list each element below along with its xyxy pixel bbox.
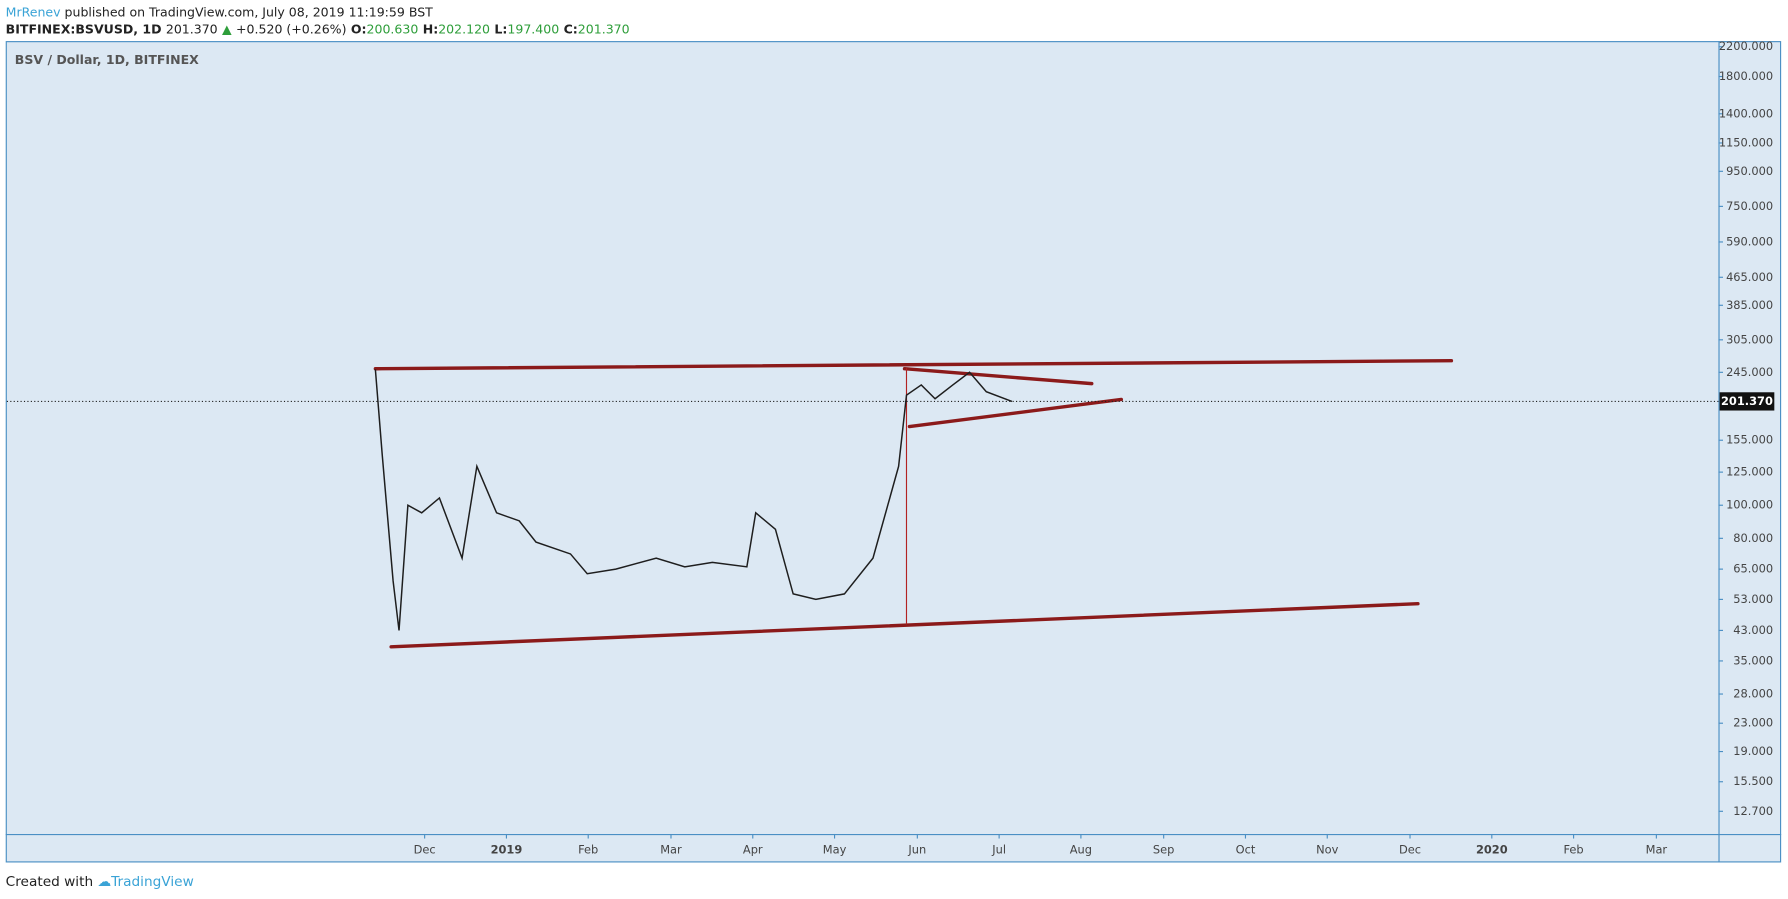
y-tick-label: 125.000 <box>1726 465 1773 479</box>
y-tick-label: 43.000 <box>1733 623 1773 637</box>
x-tick-label: 2019 <box>491 842 523 856</box>
y-tick-label: 1150.000 <box>1719 135 1773 149</box>
last-price-label: 201.370 <box>1721 394 1773 408</box>
header-line-1: MrRenev published on TradingView.com, Ju… <box>6 4 433 19</box>
y-tick-label: 100.000 <box>1726 498 1773 512</box>
y-tick-label: 245.000 <box>1726 365 1773 379</box>
x-tick-label: Feb <box>1564 842 1584 856</box>
close: 201.370 <box>578 21 630 36</box>
y-tick-label: 1800.000 <box>1719 69 1773 83</box>
y-tick-label: 53.000 <box>1733 592 1773 606</box>
y-tick-label: 1400.000 <box>1719 106 1773 120</box>
open: 200.630 <box>367 21 419 36</box>
y-tick-label: 23.000 <box>1733 716 1773 730</box>
footer: Created with ☁TradingView <box>6 874 194 890</box>
x-tick-label: Oct <box>1236 842 1256 856</box>
y-tick-label: 750.000 <box>1726 199 1773 213</box>
y-tick-label: 465.000 <box>1726 270 1773 284</box>
trend-line <box>389 601 1420 649</box>
price-line <box>374 369 1013 631</box>
symbol: BITFINEX:BSVUSD, 1D <box>6 21 162 36</box>
l-label: L: <box>494 21 507 36</box>
x-tick-label: Apr <box>743 842 763 856</box>
y-tick-label: 65.000 <box>1733 562 1773 576</box>
x-tick-label: Feb <box>578 842 598 856</box>
y-tick-label: 80.000 <box>1733 531 1773 545</box>
o-label: O: <box>351 21 367 36</box>
header-line-2: BITFINEX:BSVUSD, 1D 201.370 ▲ +0.520 (+0… <box>6 21 630 36</box>
trend-line <box>373 358 1454 371</box>
x-tick-label: Jul <box>991 842 1006 856</box>
change: +0.520 (+0.26%) <box>236 21 346 36</box>
published: published on TradingView.com, July 08, 2… <box>65 4 434 19</box>
y-tick-label: 35.000 <box>1733 653 1773 667</box>
y-tick-label: 28.000 <box>1733 687 1773 701</box>
created-with: Created with <box>6 874 93 890</box>
chart-title: BSV / Dollar, 1D, BITFINEX <box>15 52 199 67</box>
y-tick-label: 590.000 <box>1726 234 1773 248</box>
x-tick-label: Aug <box>1070 842 1092 856</box>
last: 201.370 <box>166 21 218 36</box>
y-tick-label: 15.500 <box>1733 774 1773 788</box>
y-tick-label: 2200.000 <box>1719 39 1773 53</box>
x-tick-label: Sep <box>1153 842 1174 856</box>
chart-frame <box>5 41 1782 863</box>
trend-line <box>902 367 1094 386</box>
brand[interactable]: TradingView <box>110 874 194 890</box>
x-tick-label: Nov <box>1316 842 1338 856</box>
h-label: H: <box>423 21 438 36</box>
y-tick-label: 12.700 <box>1733 804 1773 818</box>
brand-icon: ☁ <box>98 874 112 890</box>
x-tick-label: Dec <box>1399 842 1421 856</box>
y-tick-label: 950.000 <box>1726 164 1773 178</box>
author[interactable]: MrRenev <box>6 4 61 19</box>
c-label: C: <box>564 21 578 36</box>
high: 202.120 <box>438 21 490 36</box>
x-tick-label: 2020 <box>1476 842 1508 856</box>
y-tick-label: 305.000 <box>1726 332 1773 346</box>
y-tick-label: 155.000 <box>1726 433 1773 447</box>
low: 197.400 <box>507 21 559 36</box>
trend-line <box>907 397 1124 429</box>
x-tick-label: Dec <box>414 842 436 856</box>
x-tick-label: Mar <box>660 842 682 856</box>
y-tick-label: 19.000 <box>1733 744 1773 758</box>
x-tick-label: Jun <box>907 842 926 856</box>
up-arrow: ▲ <box>222 21 232 36</box>
x-tick-label: May <box>823 842 847 856</box>
y-tick-label: 385.000 <box>1726 298 1773 312</box>
last-price-box <box>1719 392 1775 411</box>
x-tick-label: Mar <box>1646 842 1668 856</box>
